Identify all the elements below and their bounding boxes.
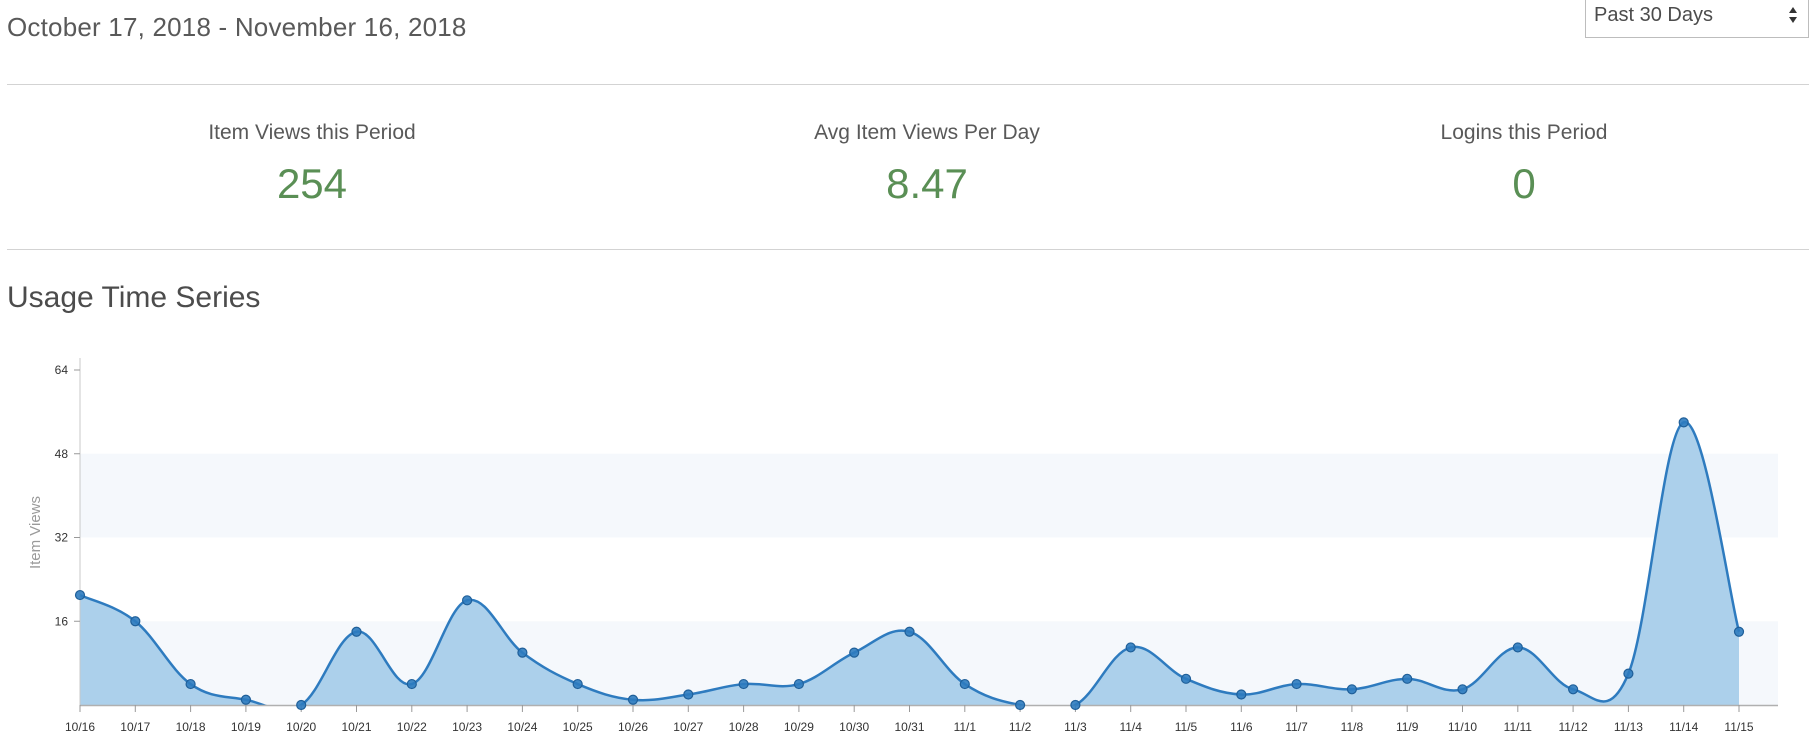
data-point[interactable]	[1346, 684, 1358, 695]
y-tick-label: 64	[55, 363, 69, 377]
x-tick-label: 11/14	[1669, 720, 1698, 734]
data-point[interactable]	[185, 678, 196, 690]
stat-item-views: Item Views this Period 254	[82, 118, 542, 208]
data-point[interactable]	[1623, 668, 1634, 679]
data-point[interactable]	[683, 689, 694, 700]
x-tick-label: 10/22	[397, 720, 427, 734]
x-tick-label: 11/1	[954, 720, 977, 734]
stat-item-views-label: Item Views this Period	[208, 121, 416, 144]
grid-band	[80, 453, 1778, 538]
stat-item-views-value: 254	[276, 160, 348, 207]
stats-divider	[7, 249, 1809, 250]
x-tick-label: 10/30	[839, 720, 869, 734]
data-point[interactable]	[572, 678, 583, 690]
x-tick-label: 11/15	[1724, 720, 1753, 734]
x-tick-label: 10/29	[784, 720, 814, 734]
select-arrows-icon	[1789, 7, 1797, 23]
data-point[interactable]	[627, 694, 639, 705]
data-point[interactable]	[738, 678, 749, 690]
data-point[interactable]	[1125, 642, 1136, 653]
x-tick-label: 10/24	[507, 720, 537, 734]
x-tick-label: 11/3	[1064, 720, 1087, 734]
y-tick-label: 32	[55, 531, 69, 545]
x-tick-label: 11/2	[1009, 720, 1032, 734]
data-point[interactable]	[904, 626, 915, 637]
y-tick-label: 48	[55, 447, 69, 461]
x-tick-label: 11/4	[1119, 720, 1142, 734]
data-point[interactable]	[462, 595, 473, 606]
data-point[interactable]	[240, 694, 251, 705]
x-tick-label: 10/25	[563, 720, 593, 734]
data-point[interactable]	[1070, 699, 1081, 711]
data-point[interactable]	[296, 699, 307, 711]
x-tick-label: 11/13	[1614, 720, 1643, 734]
stat-avg-views: Avg Item Views Per Day 8.47	[697, 118, 1157, 208]
y-tick-label: 16	[55, 614, 69, 628]
x-tick-label: 10/21	[341, 720, 371, 734]
data-point[interactable]	[74, 589, 86, 601]
data-point[interactable]	[849, 647, 860, 658]
x-tick-label: 11/9	[1396, 720, 1419, 734]
x-tick-label: 11/7	[1285, 720, 1308, 734]
data-point[interactable]	[517, 647, 528, 658]
y-axis-title: Item Views	[27, 496, 44, 569]
data-point[interactable]	[406, 678, 417, 690]
section-title: Usage Time Series	[7, 281, 261, 314]
x-tick-label: 11/10	[1448, 720, 1477, 734]
data-point[interactable]	[1733, 626, 1745, 637]
stat-logins-label: Logins this Period	[1440, 121, 1608, 144]
data-point[interactable]	[1014, 699, 1026, 711]
stat-avg-views-label: Avg Item Views Per Day	[814, 121, 1040, 144]
x-tick-label: 10/18	[176, 720, 206, 734]
data-point[interactable]	[1678, 417, 1689, 428]
series-area	[80, 422, 1739, 705]
data-point[interactable]	[1180, 673, 1192, 684]
x-tick-label: 10/17	[120, 720, 150, 734]
x-tick-label: 10/27	[673, 720, 703, 734]
data-point[interactable]	[130, 616, 141, 627]
x-tick-label: 11/5	[1175, 720, 1198, 734]
date-range-label: October 17, 2018 - November 16, 2018	[7, 12, 467, 42]
data-point[interactable]	[1291, 678, 1302, 690]
data-point[interactable]	[1457, 684, 1468, 695]
x-tick-label: 10/31	[894, 720, 924, 734]
data-point[interactable]	[1402, 673, 1413, 684]
data-point[interactable]	[1236, 689, 1247, 700]
period-select[interactable]: Past 30 Days	[1585, 0, 1809, 38]
stat-avg-views-value: 8.47	[886, 160, 968, 207]
x-tick-label: 11/11	[1504, 720, 1533, 734]
stat-logins-value: 0	[1512, 160, 1536, 207]
x-tick-label: 10/19	[231, 720, 261, 734]
x-tick-label: 11/6	[1230, 720, 1253, 734]
period-select-value: Past 30 Days	[1594, 4, 1713, 26]
chart-axes	[79, 358, 1778, 707]
y-ticks: 16 32 48 64	[55, 363, 80, 628]
data-point[interactable]	[793, 678, 805, 690]
stat-logins: Logins this Period 0	[1294, 118, 1754, 208]
header-divider	[7, 84, 1809, 85]
x-ticks: 10/16 10/17 10/18 10/19 10/20 10/21 10/22 10/23…	[65, 705, 1754, 734]
x-tick-label: 10/20	[286, 720, 316, 734]
x-tick-label: 10/28	[729, 720, 759, 734]
x-tick-label: 10/26	[618, 720, 648, 734]
data-point[interactable]	[351, 626, 362, 637]
x-tick-label: 11/12	[1559, 720, 1588, 734]
data-point[interactable]	[1567, 684, 1579, 695]
data-point[interactable]	[959, 678, 970, 690]
data-points	[74, 417, 1745, 711]
x-tick-label: 11/8	[1341, 720, 1364, 734]
data-point[interactable]	[1512, 642, 1523, 653]
x-tick-label: 10/23	[452, 720, 482, 734]
x-tick-label: 10/16	[65, 720, 95, 734]
